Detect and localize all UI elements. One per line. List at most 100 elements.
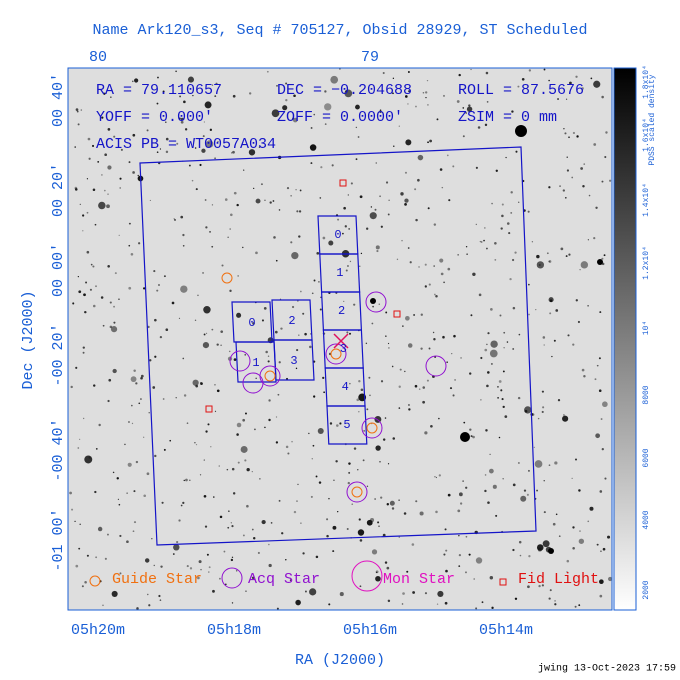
star	[500, 227, 503, 230]
star	[82, 230, 84, 232]
star-field	[69, 68, 613, 610]
star	[358, 518, 361, 521]
acq-star	[361, 417, 383, 439]
star	[346, 331, 349, 334]
star	[345, 269, 348, 272]
star-markers	[205, 179, 447, 503]
star	[405, 139, 412, 146]
star	[504, 415, 508, 418]
star	[75, 366, 78, 369]
star	[110, 96, 112, 98]
star	[575, 299, 578, 302]
star	[434, 293, 436, 296]
star	[439, 578, 442, 580]
star	[94, 223, 97, 226]
star	[203, 459, 205, 461]
star	[542, 406, 545, 409]
star	[429, 139, 432, 143]
star	[408, 90, 410, 93]
star	[74, 186, 78, 190]
star	[400, 192, 404, 196]
colorbar-tick-label: 4000	[642, 510, 651, 529]
y-axis-label: Dec (J2000)	[20, 290, 37, 389]
star	[485, 429, 488, 432]
star	[598, 357, 601, 360]
star	[560, 247, 564, 251]
star	[297, 483, 299, 486]
info-line: ROLL = 87.5676	[458, 82, 584, 99]
star	[90, 263, 93, 266]
star	[128, 421, 130, 423]
star	[304, 332, 307, 336]
star	[204, 199, 207, 201]
star	[118, 503, 121, 506]
star	[180, 120, 184, 124]
star	[491, 202, 493, 205]
star	[445, 549, 448, 552]
star	[138, 402, 141, 405]
star	[182, 357, 185, 360]
colorbar-tick-label: 1.6x10⁴	[642, 118, 651, 152]
star	[178, 317, 181, 319]
star	[342, 232, 344, 235]
star	[149, 199, 151, 202]
star	[575, 75, 578, 78]
star	[583, 374, 586, 378]
star	[437, 590, 444, 598]
star	[490, 340, 498, 348]
star	[223, 550, 226, 553]
star	[408, 408, 411, 411]
chip-label: 2	[288, 314, 295, 328]
star	[130, 376, 137, 383]
star	[76, 110, 79, 113]
star	[79, 438, 81, 440]
star	[485, 71, 489, 75]
star	[237, 275, 239, 277]
star	[465, 246, 468, 248]
star	[293, 510, 297, 514]
star	[600, 550, 602, 553]
star	[480, 356, 483, 360]
star	[481, 601, 484, 604]
star	[608, 576, 613, 582]
star	[542, 336, 546, 339]
star	[552, 522, 556, 526]
star	[358, 411, 360, 413]
star	[153, 270, 156, 273]
colorbar-tick-label: 1.2x10⁴	[642, 246, 651, 280]
acis-i-chip	[235, 341, 277, 383]
star	[259, 478, 261, 480]
star	[344, 225, 347, 228]
star	[119, 177, 122, 180]
star	[466, 253, 468, 256]
star	[609, 179, 612, 182]
star	[427, 141, 429, 144]
star	[519, 554, 522, 557]
star	[541, 390, 544, 393]
star	[228, 510, 230, 513]
star	[603, 254, 606, 257]
star	[109, 325, 113, 329]
legend-label: Guide Star	[112, 571, 202, 588]
star	[260, 183, 263, 186]
star	[100, 296, 104, 299]
star	[415, 500, 418, 503]
star	[407, 71, 410, 73]
star	[158, 594, 161, 598]
star	[343, 300, 345, 303]
star	[77, 123, 80, 126]
star	[578, 538, 585, 544]
star	[542, 540, 550, 548]
star	[275, 441, 279, 444]
star	[218, 465, 221, 467]
star	[133, 369, 136, 373]
star	[315, 475, 318, 478]
star	[533, 446, 535, 449]
star	[557, 98, 559, 100]
star	[587, 520, 590, 523]
star	[534, 460, 543, 468]
x-tick-label: 05h20m	[71, 622, 125, 639]
star	[564, 132, 567, 135]
star	[348, 462, 351, 465]
star	[189, 479, 191, 481]
